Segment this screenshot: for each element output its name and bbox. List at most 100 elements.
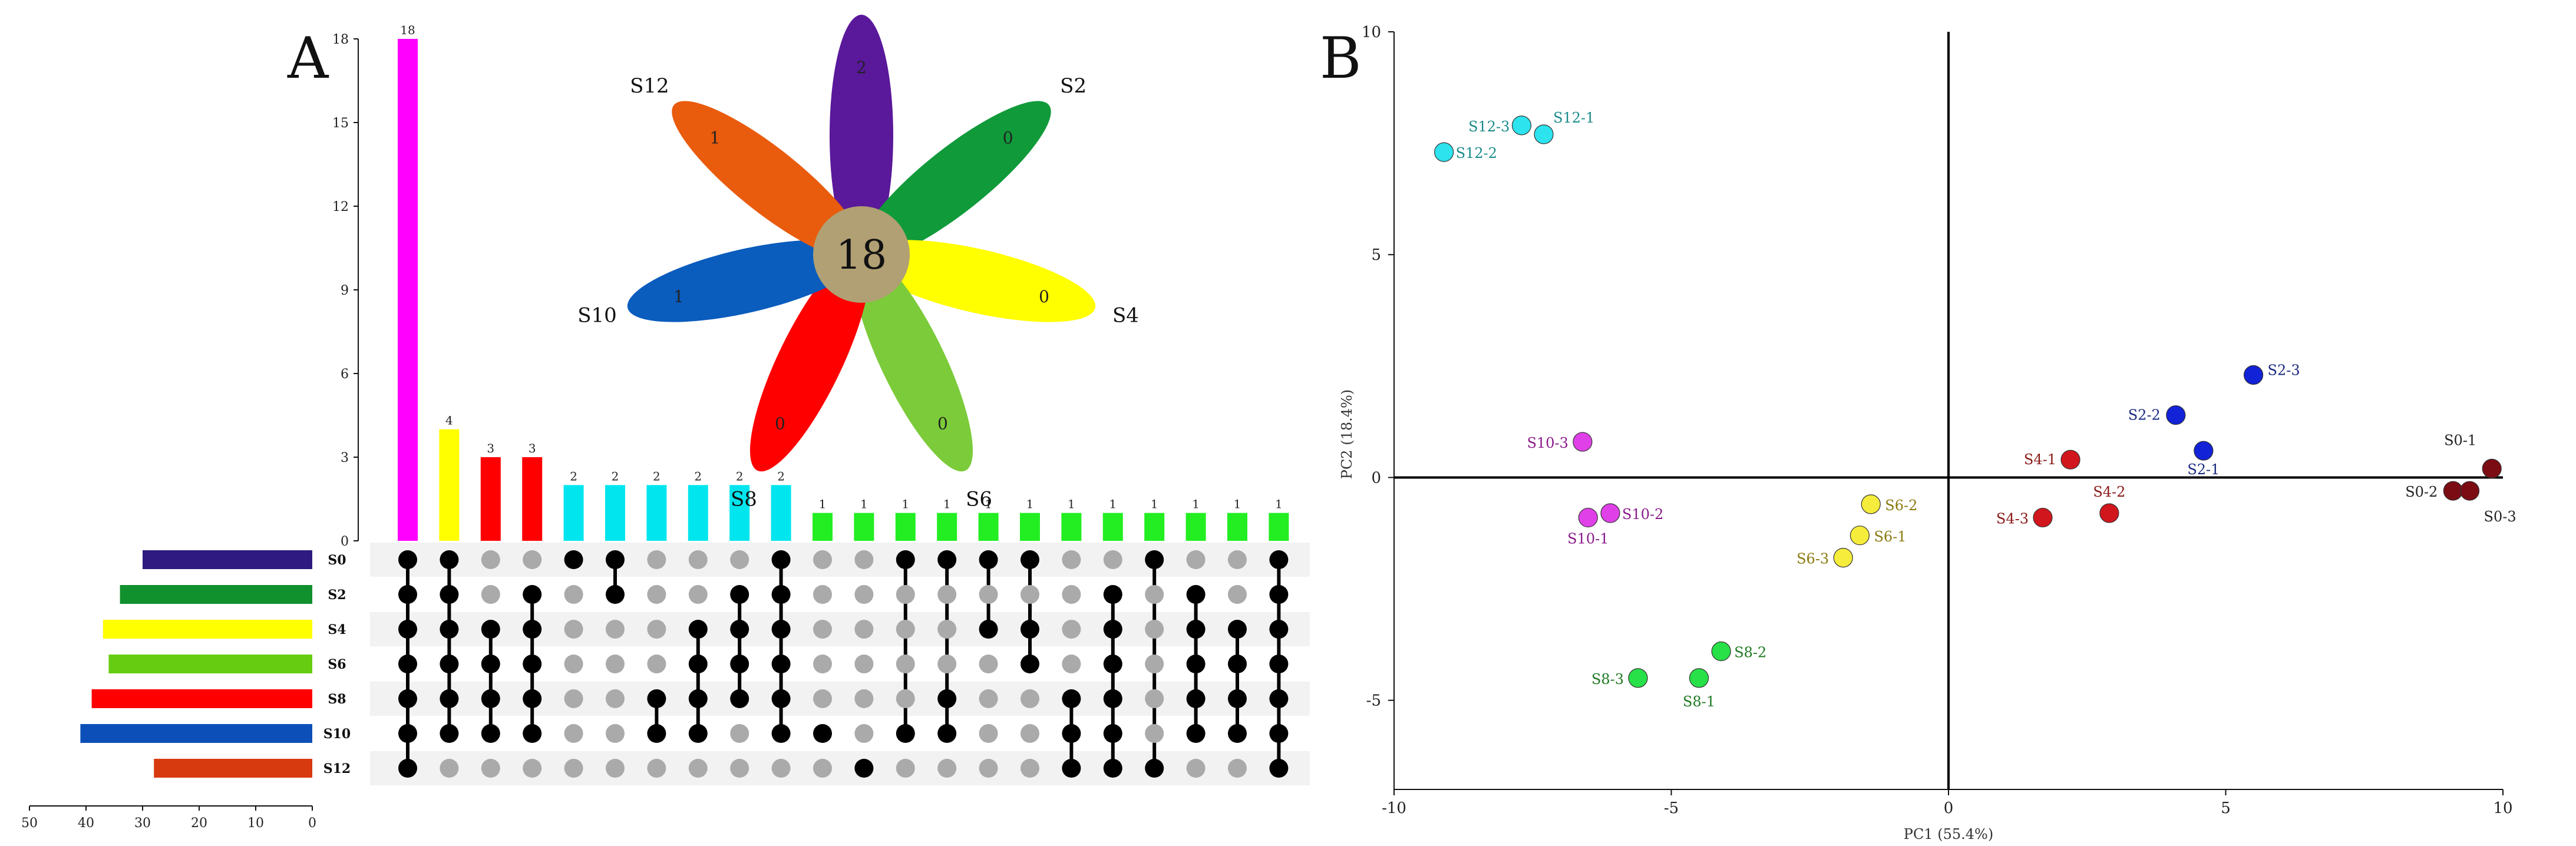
matrix-dot-filled: [1269, 550, 1289, 569]
matrix-dot-filled: [937, 689, 957, 708]
matrix-dot-filled: [1269, 689, 1289, 708]
intersection-bar-value: 2: [653, 469, 660, 483]
matrix-dot-filled: [771, 655, 791, 673]
intersection-bar-value: 3: [529, 441, 536, 455]
matrix-dot-filled: [564, 550, 583, 569]
intersection-bar-value: 2: [612, 469, 619, 483]
pca-point: [1628, 668, 1648, 688]
intersection-bar: [1227, 513, 1247, 541]
matrix-dot-filled: [979, 550, 998, 569]
matrix-dot-empty: [771, 759, 791, 778]
matrix-dot-filled: [481, 620, 500, 639]
set-size-axis: 50 40 30 20 10 0: [21, 805, 316, 831]
set-size-bar: [91, 689, 312, 708]
pca-point-label: S8-3: [1591, 671, 1624, 688]
matrix-dot-empty: [979, 585, 998, 604]
matrix-dot-filled: [440, 689, 459, 708]
pca-point-label: S10-2: [1622, 506, 1663, 523]
pca-point-label: S0-1: [2444, 432, 2476, 448]
matrix-dot-filled: [481, 655, 500, 673]
pca-point: [1833, 548, 1853, 568]
flower-petal-label: S10: [577, 303, 617, 327]
matrix-dot-empty: [854, 620, 874, 639]
intersection-bar-value: 1: [901, 497, 909, 511]
set-size-axis-tick-label: 50: [21, 816, 38, 831]
intersection-axis-tick-label: 6: [341, 367, 349, 382]
matrix-dot-filled: [1186, 655, 1206, 673]
matrix-dot-filled: [937, 724, 957, 743]
pca-point: [1861, 494, 1881, 514]
matrix-dot-filled: [771, 620, 791, 639]
pca-x-tick-label: 5: [2221, 799, 2231, 817]
intersection-bar-value: 1: [1109, 497, 1117, 511]
matrix-dot-filled: [523, 585, 542, 604]
matrix-row-band: [370, 543, 1310, 577]
matrix-dot-filled: [606, 585, 625, 604]
intersection-bar-value: 4: [445, 414, 453, 428]
matrix-dot-empty: [896, 759, 915, 778]
matrix-dot-filled: [771, 689, 791, 708]
pca-point: [1511, 115, 1532, 136]
flower-petal: [859, 240, 1096, 322]
matrix-row-band: [370, 612, 1310, 646]
matrix-dot-empty: [1021, 759, 1039, 778]
matrix-dot-filled: [688, 724, 708, 743]
pca-point-label: S6-1: [1874, 528, 1906, 545]
matrix-dot-filled: [1269, 655, 1289, 673]
membership-matrix: [398, 550, 1289, 778]
flower-diagram: 2S00S20S40S60S81S101S1218: [577, 15, 1139, 511]
matrix-dot-filled: [771, 550, 791, 569]
matrix-dot-filled: [606, 550, 625, 569]
pca-point: [2443, 481, 2463, 501]
pca-point: [1689, 668, 1709, 688]
matrix-dot-filled: [440, 724, 459, 743]
set-size-bar: [103, 620, 313, 639]
matrix-dot-filled: [1269, 759, 1289, 778]
pca-points: S0-1 S0-2 S2-1 S2-2 S2-3 S4-1 S4-2 S4-3 S6-1 S6-2…: [1434, 110, 2516, 710]
pca-point: [2166, 405, 2186, 425]
intersection-bar: [1144, 513, 1165, 541]
matrix-dot-empty: [937, 655, 957, 673]
matrix-dot-empty: [1145, 620, 1164, 639]
matrix-dot-filled: [523, 655, 542, 673]
pca-point: [1850, 526, 1870, 546]
matrix-dot-filled: [896, 550, 915, 569]
pca-point: [1434, 142, 1454, 162]
matrix-dot-empty: [1228, 585, 1247, 604]
matrix-dot-empty: [854, 724, 874, 743]
pca-point-label: S4-1: [2024, 451, 2056, 468]
matrix-row-band: [370, 751, 1310, 785]
matrix-dot-filled: [440, 620, 459, 639]
pca-point-label: S0-2: [2405, 484, 2438, 500]
matrix-dot-empty: [937, 585, 957, 604]
matrix-dot-empty: [440, 759, 459, 778]
intersection-bar-value: 18: [400, 23, 415, 37]
intersection-bar: [1020, 513, 1040, 541]
set-size-bar: [154, 759, 312, 778]
set-size-axis-tick-label: 40: [78, 816, 94, 831]
intersection-bar-value: 1: [819, 497, 827, 511]
pca-point: [2482, 458, 2502, 478]
matrix-dot-empty: [1021, 724, 1039, 743]
matrix-dot-filled: [440, 585, 459, 604]
matrix-dot-empty: [1062, 585, 1081, 604]
pca-point-label: S0-3: [2484, 508, 2516, 525]
matrix-dot-empty: [813, 759, 832, 778]
pca-point-label: S8-2: [1734, 644, 1766, 660]
matrix-dot-filled: [440, 655, 459, 673]
pca-point: [2033, 507, 2053, 528]
matrix-dot-empty: [1062, 655, 1081, 673]
intersection-bar-value: 1: [1068, 497, 1075, 511]
pca-point: [2060, 450, 2080, 470]
intersection-axis-tick-label: 0: [341, 534, 349, 549]
matrix-dot-empty: [688, 585, 708, 604]
matrix-dot-empty: [979, 655, 998, 673]
intersection-bar-value: 2: [694, 469, 702, 483]
matrix-dot-empty: [647, 585, 666, 604]
pca-y-axis-title: PC2 (18.4%): [1339, 389, 1355, 479]
matrix-dot-filled: [647, 689, 666, 708]
matrix-dot-filled: [730, 585, 749, 604]
matrix-dot-filled: [1021, 620, 1039, 639]
pca-point-label: S4-2: [2093, 484, 2125, 500]
pca-y-tick-label: 0: [1371, 469, 1381, 487]
